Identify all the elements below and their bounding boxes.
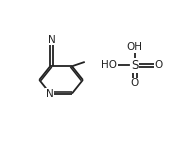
Text: OH: OH (127, 42, 143, 52)
Text: S: S (131, 59, 139, 72)
Text: HO: HO (101, 60, 118, 70)
Text: N: N (48, 35, 55, 45)
Text: N: N (46, 89, 53, 99)
Text: O: O (154, 60, 162, 70)
Text: O: O (131, 78, 139, 88)
